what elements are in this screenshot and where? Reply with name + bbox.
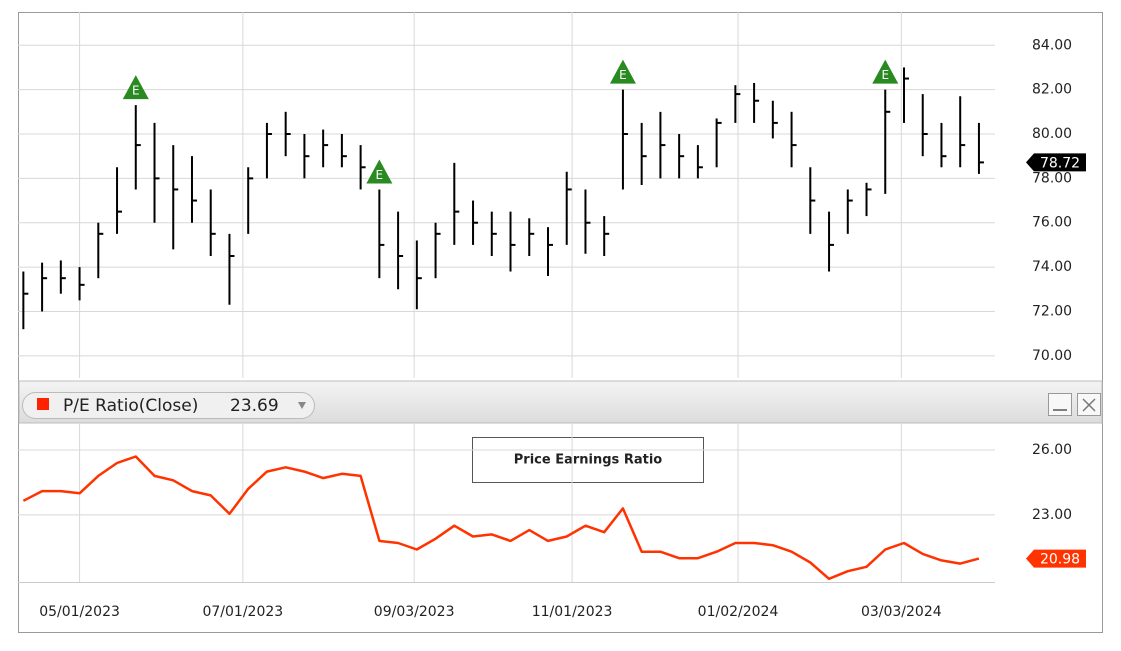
- last-value-tag: [1026, 549, 1086, 568]
- x-tick-label: 05/01/2023: [39, 604, 120, 620]
- legend-pill[interactable]: [22, 392, 315, 419]
- earnings-marker: [122, 75, 149, 100]
- y-tick-label: 26.00: [1032, 442, 1072, 458]
- close-icon: [1082, 398, 1096, 412]
- earnings-label: E: [376, 168, 384, 182]
- y-tick-label: 78.00: [1032, 170, 1072, 186]
- earnings-label: E: [132, 84, 140, 98]
- y-tick-label: 84.00: [1032, 37, 1072, 53]
- earnings-marker: [609, 59, 636, 84]
- y-tick-label: 74.00: [1032, 259, 1072, 275]
- y-tick-label: 70.00: [1032, 348, 1072, 364]
- annotation-box: [472, 437, 704, 483]
- x-tick-label: 03/03/2024: [861, 604, 942, 620]
- pe-line: [22, 455, 980, 581]
- earnings-marker: [872, 59, 899, 84]
- last-value-tag: [1026, 153, 1086, 172]
- x-tick-label: 07/01/2023: [202, 604, 283, 620]
- x-tick-label: 01/02/2024: [698, 604, 779, 620]
- y-tick-label: 76.00: [1032, 215, 1072, 231]
- y-tick-label: 82.00: [1032, 82, 1072, 98]
- earnings-label: E: [619, 68, 627, 82]
- legend-label: P/E Ratio(Close): [63, 396, 198, 416]
- minimize-button[interactable]: [1048, 393, 1072, 416]
- x-tick-label: 09/03/2023: [374, 604, 455, 620]
- last-value-label: 78.72: [1040, 155, 1080, 171]
- annotation: Price Earnings Ratio: [514, 453, 662, 468]
- legend-value: 23.69: [230, 396, 279, 416]
- y-tick-label: 72.00: [1032, 303, 1072, 319]
- last-value-label: 20.98: [1040, 552, 1080, 568]
- earnings-marker: [366, 159, 393, 184]
- frame: [18, 12, 1103, 633]
- y-tick-label: 80.00: [1032, 126, 1072, 142]
- earnings-label: E: [881, 68, 889, 82]
- legend-swatch: [37, 398, 49, 410]
- y-tick-label: 23.00: [1032, 507, 1072, 523]
- x-tick-label: 11/01/2023: [532, 604, 613, 620]
- legend-dropdown[interactable]: [298, 402, 306, 409]
